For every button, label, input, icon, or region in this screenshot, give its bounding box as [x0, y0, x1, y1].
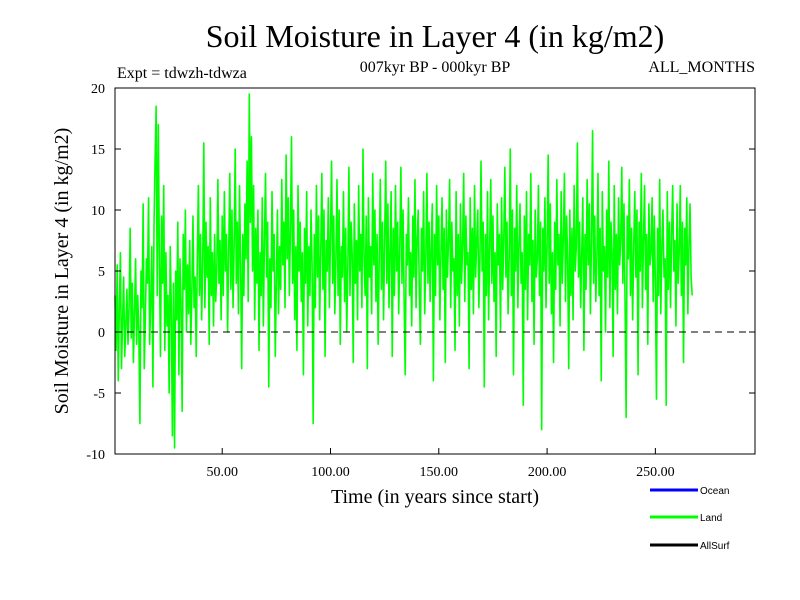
x-tick-label: 250.00 [636, 465, 675, 480]
x-tick-label: 100.00 [311, 465, 350, 480]
x-axis-ticks: 50.00 100.00 150.00 200.00 250.00 [206, 448, 675, 480]
series-line-land [114, 93, 693, 449]
y-tick-label: 15 [91, 143, 105, 158]
y-tick-label: -10 [86, 448, 105, 463]
time-range-label: 007kyr BP - 000kyr BP [360, 59, 511, 76]
x-tick-label: 200.00 [528, 465, 567, 480]
legend: Ocean Land AllSurf [650, 486, 730, 552]
x-tick-label: 150.00 [420, 465, 459, 480]
y-axis-ticks: -10 -5 0 5 10 15 20 [86, 82, 755, 463]
months-label: ALL_MONTHS [648, 59, 755, 76]
y-tick-label: 5 [98, 265, 105, 280]
legend-label-land: Land [700, 513, 722, 524]
y-tick-label: 10 [91, 204, 105, 219]
legend-item-ocean: Ocean [650, 486, 729, 497]
y-axis-label: Soil Moisture in Layer 4 (in kg/m2) [51, 128, 73, 415]
experiment-label: Expt = tdwzh-tdwza [117, 65, 247, 82]
plot-area: 50.00 100.00 150.00 200.00 250.00 -10 -5 0 5 10 1… [86, 82, 756, 480]
series-layer [114, 93, 693, 449]
x-axis-label: Time (in years since start) [331, 486, 539, 508]
legend-item-allsurf: AllSurf [650, 541, 730, 552]
legend-label-allsurf: AllSurf [700, 541, 730, 552]
x-tick-label: 50.00 [206, 465, 238, 480]
legend-label-ocean: Ocean [700, 486, 729, 497]
y-tick-label: -5 [93, 387, 105, 402]
chart-title: Soil Moisture in Layer 4 (in kg/m2) [206, 18, 665, 54]
legend-item-land: Land [650, 513, 722, 524]
y-tick-label: 0 [98, 326, 105, 341]
y-tick-label: 20 [91, 82, 105, 97]
